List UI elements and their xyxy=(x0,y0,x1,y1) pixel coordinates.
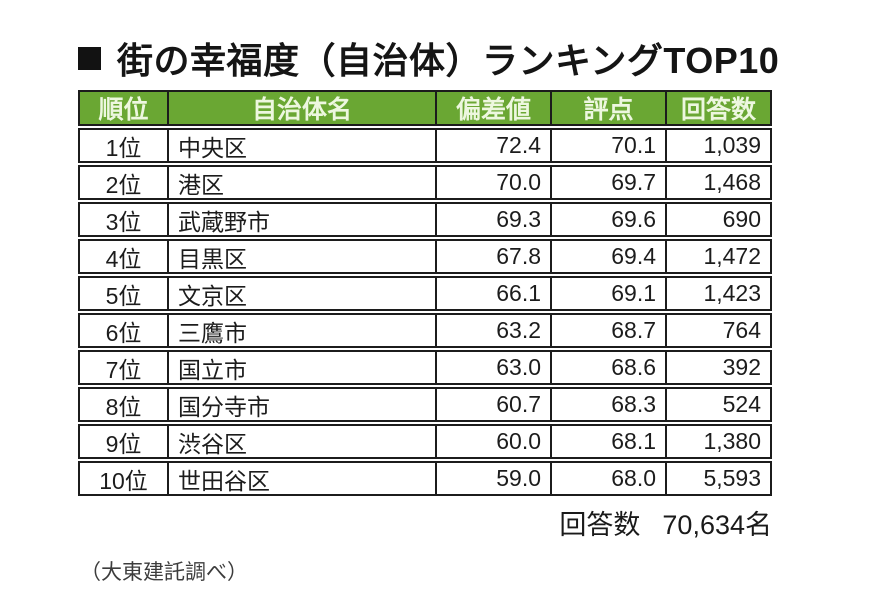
rank-cell: 10位 xyxy=(99,467,148,494)
score-cell: 68.7 xyxy=(550,315,665,346)
responses-cell: 1,468 xyxy=(665,167,770,198)
responses-cell: 1,423 xyxy=(665,278,770,309)
table-body: 1位 中央区 72.4 70.1 1,039 2位 港区 70.0 69.7 1… xyxy=(78,128,772,496)
municipality-cell: 世田谷区 xyxy=(167,463,435,494)
deviation-cell: 63.0 xyxy=(435,352,550,383)
municipality-cell: 文京区 xyxy=(167,278,435,309)
deviation-cell: 67.8 xyxy=(435,241,550,272)
rank-cell: 3位 xyxy=(105,208,142,235)
score-cell: 68.6 xyxy=(550,352,665,383)
score-cell: 68.1 xyxy=(550,426,665,457)
deviation-cell: 59.0 xyxy=(435,463,550,494)
table-row: 1位 中央区 72.4 70.1 1,039 xyxy=(78,128,772,163)
table-row: 9位 渋谷区 60.0 68.1 1,380 xyxy=(78,424,772,459)
table-row: 6位 三鷹市 63.2 68.7 764 xyxy=(78,313,772,348)
rank-cell: 7位 xyxy=(105,356,142,383)
table-header-row: 順位 自治体名 偏差値 評点 回答数 xyxy=(78,90,772,126)
deviation-cell: 60.0 xyxy=(435,426,550,457)
responses-cell: 5,593 xyxy=(665,463,770,494)
table-row: 4位 目黒区 67.8 69.4 1,472 xyxy=(78,239,772,274)
responses-total-label: 回答数 xyxy=(559,510,641,540)
municipality-cell: 武蔵野市 xyxy=(167,204,435,235)
responses-cell: 690 xyxy=(665,204,770,235)
responses-cell: 524 xyxy=(665,389,770,420)
responses-cell: 1,472 xyxy=(665,241,770,272)
score-cell: 68.3 xyxy=(550,389,665,420)
table-row: 10位 世田谷区 59.0 68.0 5,593 xyxy=(78,461,772,496)
rank-cell: 8位 xyxy=(105,393,142,420)
rank-cell: 5位 xyxy=(105,282,142,309)
responses-total: 回答数 70,634名 xyxy=(78,503,772,542)
square-bullet-icon xyxy=(78,46,101,70)
source-note: （大東建託調べ） xyxy=(80,561,248,584)
rank-cell: 6位 xyxy=(105,319,142,346)
municipality-cell: 三鷹市 xyxy=(167,315,435,346)
page-title-text: 街の幸福度（自治体）ランキングTOP10 xyxy=(117,40,780,81)
deviation-cell: 69.3 xyxy=(435,204,550,235)
score-cell: 69.7 xyxy=(550,167,665,198)
rank-cell: 1位 xyxy=(105,134,142,161)
rank-cell: 4位 xyxy=(105,245,142,272)
header-cell-deviation: 偏差値 xyxy=(435,92,550,124)
table-row: 5位 文京区 66.1 69.1 1,423 xyxy=(78,276,772,311)
table-row: 2位 港区 70.0 69.7 1,468 xyxy=(78,165,772,200)
responses-total-value: 70,634名 xyxy=(662,510,772,540)
responses-cell: 764 xyxy=(665,315,770,346)
deviation-cell: 72.4 xyxy=(435,130,550,161)
header-cell-rank: 順位 xyxy=(98,96,149,124)
score-cell: 69.4 xyxy=(550,241,665,272)
municipality-cell: 国立市 xyxy=(167,352,435,383)
table-row: 7位 国立市 63.0 68.6 392 xyxy=(78,350,772,385)
table-row: 8位 国分寺市 60.7 68.3 524 xyxy=(78,387,772,422)
municipality-cell: 渋谷区 xyxy=(167,426,435,457)
municipality-cell: 国分寺市 xyxy=(167,389,435,420)
rank-cell: 2位 xyxy=(105,171,142,198)
municipality-cell: 港区 xyxy=(167,167,435,198)
score-cell: 70.1 xyxy=(550,130,665,161)
deviation-cell: 63.2 xyxy=(435,315,550,346)
header-cell-score: 評点 xyxy=(550,92,665,124)
page-title: 街の幸福度（自治体）ランキングTOP10 xyxy=(78,32,779,84)
responses-cell: 1,039 xyxy=(665,130,770,161)
responses-cell: 1,380 xyxy=(665,426,770,457)
rank-cell: 9位 xyxy=(105,430,142,457)
deviation-cell: 70.0 xyxy=(435,167,550,198)
deviation-cell: 60.7 xyxy=(435,389,550,420)
score-cell: 69.6 xyxy=(550,204,665,235)
ranking-table: 順位 自治体名 偏差値 評点 回答数 1位 中央区 72.4 70.1 1,03… xyxy=(78,90,772,498)
score-cell: 68.0 xyxy=(550,463,665,494)
responses-cell: 392 xyxy=(665,352,770,383)
deviation-cell: 66.1 xyxy=(435,278,550,309)
municipality-cell: 中央区 xyxy=(167,130,435,161)
header-cell-responses: 回答数 xyxy=(665,92,770,124)
score-cell: 69.1 xyxy=(550,278,665,309)
header-cell-municipality: 自治体名 xyxy=(167,92,435,124)
municipality-cell: 目黒区 xyxy=(167,241,435,272)
table-row: 3位 武蔵野市 69.3 69.6 690 xyxy=(78,202,772,237)
